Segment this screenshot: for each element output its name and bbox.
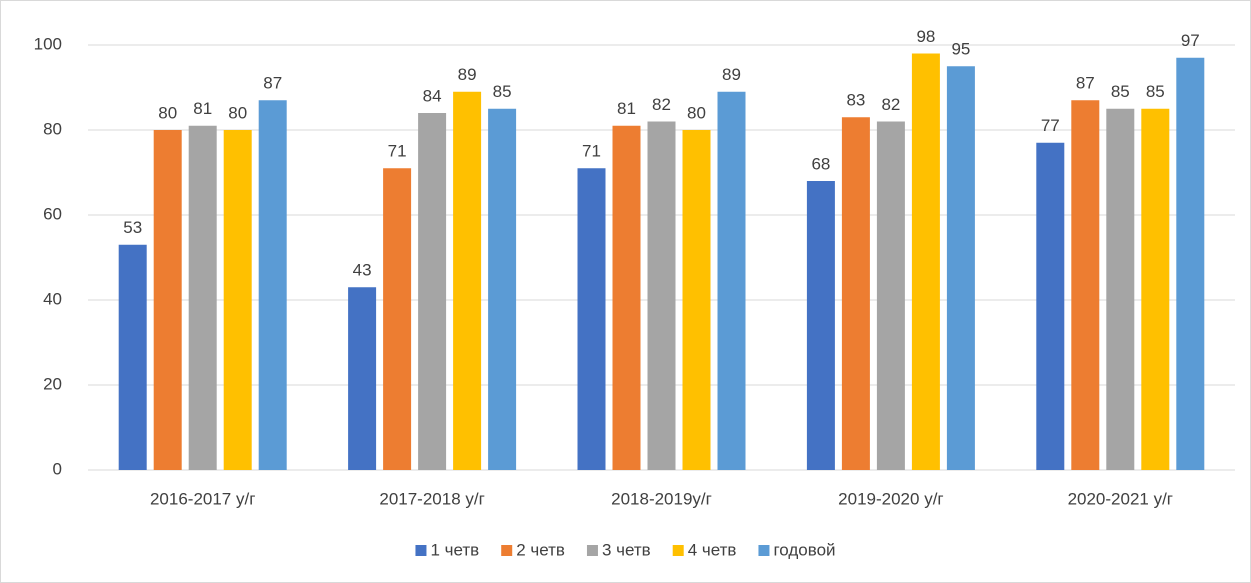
bar bbox=[911, 53, 940, 470]
bar bbox=[418, 113, 447, 470]
bar bbox=[258, 100, 287, 470]
y-tick-label: 100 bbox=[34, 34, 62, 53]
data-label: 80 bbox=[228, 103, 247, 122]
bar bbox=[841, 117, 870, 470]
data-label: 68 bbox=[811, 154, 830, 173]
bar bbox=[383, 168, 412, 470]
data-label: 87 bbox=[263, 74, 282, 93]
x-tick-label: 2019-2020 у/г bbox=[838, 489, 943, 508]
data-label: 71 bbox=[388, 142, 407, 161]
data-label: 82 bbox=[652, 95, 671, 114]
data-label: 85 bbox=[1146, 82, 1165, 101]
bar bbox=[488, 108, 517, 470]
bar bbox=[153, 130, 182, 470]
data-label: 83 bbox=[846, 91, 865, 110]
bar bbox=[806, 181, 835, 470]
bar bbox=[1036, 142, 1065, 470]
data-label: 85 bbox=[1111, 82, 1130, 101]
bar bbox=[453, 91, 482, 470]
data-label: 43 bbox=[353, 261, 372, 280]
x-tick-label: 2020-2021 у/г bbox=[1068, 489, 1173, 508]
x-tick-label: 2017-2018 у/г bbox=[379, 489, 484, 508]
bar bbox=[348, 287, 377, 470]
legend-label: 4 четв bbox=[688, 540, 737, 559]
y-tick-label: 40 bbox=[43, 289, 62, 308]
bar bbox=[717, 91, 746, 470]
bar bbox=[612, 125, 641, 470]
legend-label: 2 четв bbox=[516, 540, 565, 559]
legend-label: 1 четв bbox=[430, 540, 479, 559]
legend-swatch bbox=[415, 545, 427, 556]
bar bbox=[682, 130, 711, 470]
data-label: 89 bbox=[458, 65, 477, 84]
legend-swatch bbox=[672, 545, 684, 556]
data-label: 85 bbox=[493, 82, 512, 101]
legend-swatch bbox=[501, 545, 513, 556]
bar bbox=[876, 121, 905, 470]
bar bbox=[946, 66, 975, 470]
bar bbox=[188, 125, 217, 470]
legend-label: годовой bbox=[773, 540, 835, 559]
y-tick-label: 60 bbox=[43, 204, 62, 223]
x-tick-label: 2016-2017 у/г bbox=[150, 489, 255, 508]
bar bbox=[118, 244, 147, 470]
y-tick-label: 0 bbox=[53, 459, 62, 478]
data-label: 98 bbox=[916, 27, 935, 46]
y-tick-label: 80 bbox=[43, 119, 62, 138]
x-tick-label: 2018-2019у/г bbox=[611, 489, 712, 508]
legend-label: 3 четв bbox=[602, 540, 651, 559]
bar bbox=[223, 130, 252, 470]
bar bbox=[1176, 57, 1205, 470]
data-label: 71 bbox=[582, 142, 601, 161]
data-label: 89 bbox=[722, 65, 741, 84]
legend-swatch bbox=[758, 545, 770, 556]
data-label: 80 bbox=[687, 103, 706, 122]
data-label: 53 bbox=[123, 218, 142, 237]
data-label: 97 bbox=[1181, 31, 1200, 50]
data-label: 81 bbox=[617, 99, 636, 118]
data-label: 82 bbox=[881, 95, 900, 114]
data-label: 84 bbox=[423, 86, 442, 105]
data-label: 77 bbox=[1041, 116, 1060, 135]
bar bbox=[1106, 108, 1135, 470]
legend-swatch bbox=[586, 545, 598, 556]
data-label: 87 bbox=[1076, 74, 1095, 93]
y-tick-label: 20 bbox=[43, 374, 62, 393]
bar bbox=[1071, 100, 1100, 470]
data-label: 95 bbox=[951, 40, 970, 59]
data-label: 80 bbox=[158, 103, 177, 122]
bar bbox=[1141, 108, 1170, 470]
data-label: 81 bbox=[193, 99, 212, 118]
bar bbox=[577, 168, 606, 470]
bar bbox=[647, 121, 676, 470]
